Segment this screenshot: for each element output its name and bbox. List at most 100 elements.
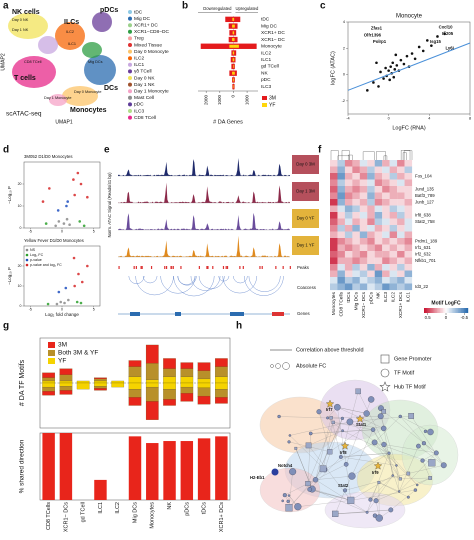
- bar-segment: [163, 399, 176, 406]
- edge: [350, 489, 416, 501]
- node-label: Irf8: [340, 450, 347, 455]
- heatmap-cell: [389, 192, 398, 200]
- motif-node: [281, 499, 284, 503]
- heatmap-cell: [389, 264, 398, 271]
- bar-segment: [59, 382, 73, 387]
- colorbar-step: [453, 308, 455, 313]
- edge: [309, 456, 341, 490]
- panel-letter: h: [236, 321, 242, 332]
- edge: [374, 442, 401, 479]
- heatmap-cell: [352, 238, 360, 245]
- row-label: Id3_22: [415, 284, 429, 289]
- bar-segment: [145, 363, 159, 380]
- bar: [233, 23, 238, 29]
- point: [377, 85, 380, 88]
- heatmap-cell: [330, 238, 338, 245]
- subcluster-label: CD8 TCell: [24, 60, 42, 64]
- motif-node: [377, 413, 384, 420]
- bar: [229, 44, 234, 48]
- point: [46, 302, 50, 306]
- point: [382, 77, 385, 80]
- heatmap-cell: [337, 166, 346, 174]
- row-label: Peaks: [297, 265, 309, 270]
- heatmap-cell: [359, 270, 368, 278]
- colorbar-tick-label: -0.5: [461, 315, 469, 320]
- category-label: XCR1+ DC: [261, 30, 285, 36]
- bar-segment: [42, 382, 55, 388]
- heatmap-cell: [344, 283, 353, 291]
- point: [77, 272, 80, 276]
- coaccess-arc: [222, 275, 258, 294]
- legend-label: Absolute FC: [296, 363, 326, 369]
- motif-node: [365, 510, 369, 514]
- heatmap-cell: [344, 205, 353, 213]
- legend-label: YF: [58, 358, 66, 365]
- x-axis-label: LogFC (RNA): [392, 125, 425, 131]
- point: [372, 81, 375, 84]
- edge: [307, 422, 334, 484]
- legend-label: NS: [30, 248, 36, 252]
- edge: [289, 435, 325, 470]
- y-axis-label: UMAP2: [0, 53, 6, 70]
- edge: [388, 453, 418, 486]
- motif-node: [440, 462, 447, 469]
- heatmap-cell: [359, 212, 368, 219]
- heatmap-cell: [382, 199, 390, 206]
- column-label: Mig DCs: [353, 291, 359, 310]
- row-label: Jund_135: [415, 186, 434, 191]
- heatmap-cell: [397, 264, 405, 271]
- y-axis-label: logFC (ATAC): [330, 51, 336, 85]
- gene-node: [305, 481, 311, 487]
- motif-node: [308, 431, 313, 436]
- gene-node: [377, 480, 381, 484]
- point: [56, 209, 60, 212]
- node-label: Notch4: [278, 463, 293, 468]
- heatmap-cell: [352, 270, 360, 278]
- bar-segment: [111, 380, 125, 384]
- heatmap-cell: [367, 186, 375, 193]
- heatmap-cell: [344, 251, 353, 258]
- peak-mark: [259, 266, 261, 269]
- gene-node: [294, 446, 298, 450]
- colorbar-step: [440, 308, 442, 313]
- bar-segment: [76, 380, 90, 384]
- point: [366, 89, 369, 92]
- heatmap-cell: [397, 277, 405, 284]
- heatmap-cell: [382, 205, 390, 213]
- edge: [383, 444, 437, 454]
- motif-node: [288, 434, 292, 437]
- heatmap-cell: [352, 192, 360, 200]
- bar: [232, 24, 234, 28]
- legend-swatch: [262, 96, 267, 100]
- subcluster-label: Day 0 Monocyte: [74, 90, 101, 94]
- gene-model: [175, 312, 181, 316]
- edge: [346, 464, 351, 501]
- heatmap-cell: [330, 283, 338, 291]
- heatmap-cell: [404, 218, 413, 226]
- cluster-blob: [62, 86, 98, 106]
- heatmap-cell: [374, 218, 383, 226]
- edge: [318, 411, 330, 452]
- cluster-label: T cells: [14, 75, 36, 82]
- heatmap-cell: [382, 264, 390, 271]
- bar-segment: [94, 388, 107, 391]
- panel-letter: b: [182, 1, 188, 12]
- bar-segment: [145, 379, 159, 384]
- bar-segment: [180, 386, 194, 394]
- edge: [374, 442, 418, 486]
- cluster-label: ILCs: [64, 19, 79, 26]
- heatmap-cell: [352, 257, 360, 265]
- heatmap-cell: [389, 199, 398, 206]
- edge: [312, 488, 351, 501]
- point: [417, 45, 421, 49]
- colorbar-step: [457, 308, 460, 313]
- heatmap-cell: [337, 257, 346, 265]
- bar-segment: [163, 389, 176, 400]
- peak-mark: [165, 266, 168, 269]
- cluster-blob: [55, 22, 85, 50]
- edge: [350, 475, 393, 501]
- category-label: ILC3: [261, 84, 271, 90]
- x-tick-label: tDCs: [202, 502, 208, 514]
- heatmap-cell: [359, 283, 368, 291]
- heatmap-cell: [389, 218, 398, 226]
